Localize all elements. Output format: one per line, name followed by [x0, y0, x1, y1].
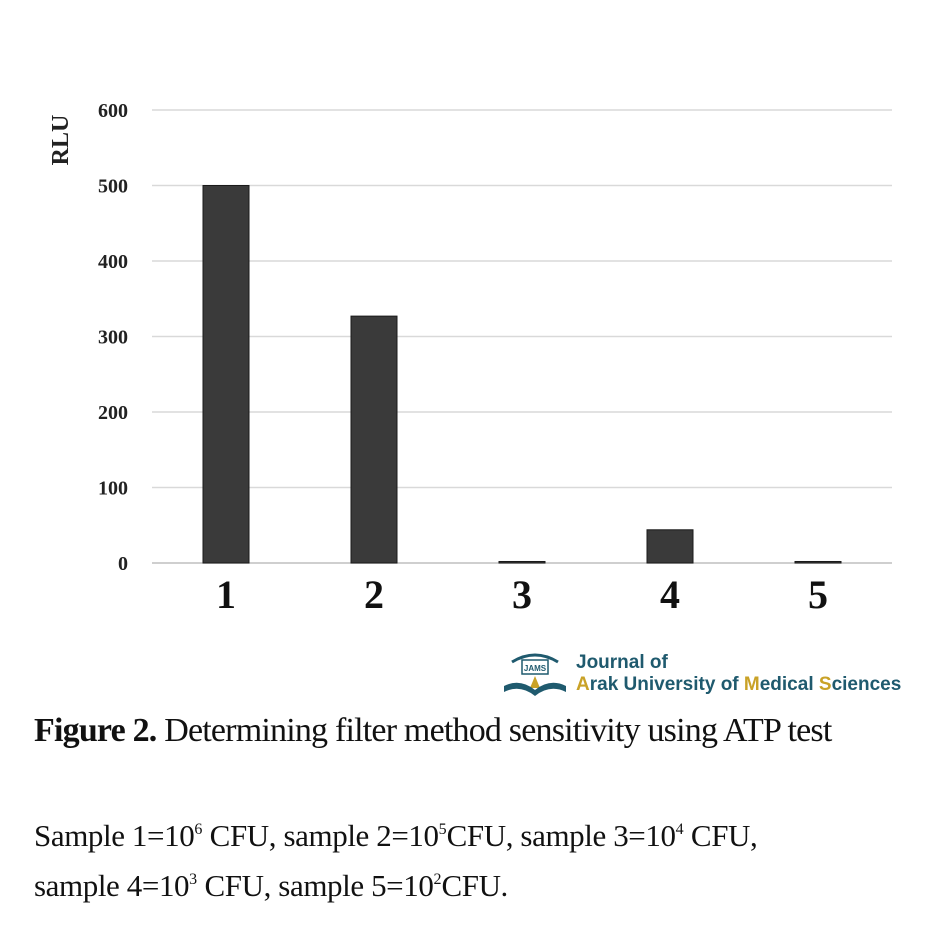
- y-tick-label: 100: [98, 478, 128, 500]
- y-tick-label: 600: [98, 100, 128, 122]
- x-tick-label: 1: [216, 572, 236, 617]
- bar-2: [350, 315, 398, 564]
- note-line-2: sample 4=103 CFU, sample 5=102CFU.: [34, 868, 508, 903]
- logo-line-2: Arak University of Medical Sciences: [576, 674, 902, 695]
- x-tick-label: 4: [660, 572, 680, 617]
- bar-1: [202, 185, 250, 564]
- y-tick-label: 300: [98, 327, 128, 349]
- y-tick-label: 500: [98, 176, 128, 198]
- bar-chart: 0 100 200 300 400 500 600 1 2 3 4 5 RLU: [48, 100, 892, 617]
- y-tick-label: 200: [98, 402, 128, 424]
- y-axis-label: RLU: [48, 115, 74, 166]
- figure-label: Figure 2.: [34, 712, 157, 749]
- x-tick-label: 3: [512, 572, 532, 617]
- caption-text: Determining filter method sensitivity us…: [156, 712, 832, 749]
- bar-4: [646, 529, 694, 564]
- y-tick-labels: 0 100 200 300 400 500 600: [98, 100, 128, 575]
- bar-5: [794, 560, 842, 564]
- y-tick-label: 0: [118, 553, 128, 575]
- x-tick-labels: 1 2 3 4 5: [216, 572, 828, 617]
- journal-logo: JAMS Journal of Arak University of Medic…: [500, 646, 940, 702]
- grid-lines: [152, 109, 892, 564]
- svg-text:JAMS: JAMS: [524, 664, 547, 673]
- bars: [202, 185, 842, 564]
- figure-caption: Figure 2. Determining filter method sens…: [34, 712, 832, 750]
- logo-line-1: Journal of: [576, 652, 668, 673]
- note-line-1: Sample 1=106 CFU, sample 2=105CFU, sampl…: [34, 818, 758, 853]
- bar-3: [498, 560, 546, 564]
- sample-legend-note: Sample 1=106 CFU, sample 2=105CFU, sampl…: [34, 808, 920, 908]
- y-tick-label: 400: [98, 251, 128, 273]
- x-tick-label: 5: [808, 572, 828, 617]
- journal-emblem-icon: JAMS: [504, 653, 566, 696]
- x-tick-label: 2: [364, 572, 384, 617]
